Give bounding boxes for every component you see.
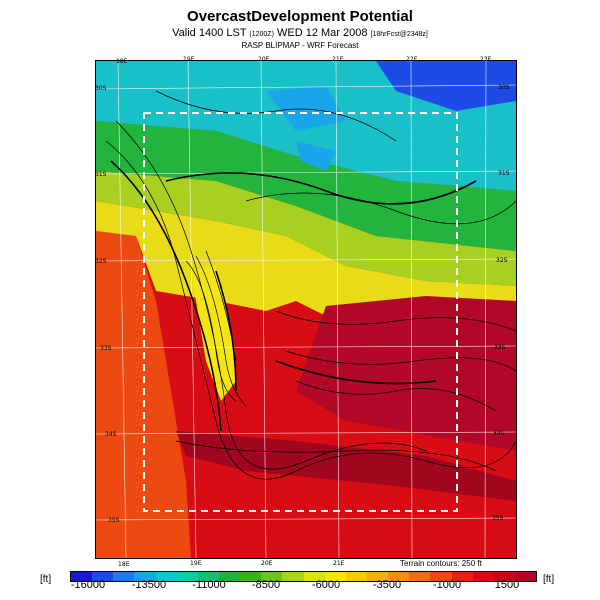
lat-label-left: 30S xyxy=(95,85,107,92)
colorbar-swatch xyxy=(113,572,135,581)
lon-label-top: 19E xyxy=(183,56,195,63)
colorbar-swatch xyxy=(514,572,537,581)
lon-label-top: 20E xyxy=(258,56,270,63)
colorbar-swatch xyxy=(388,572,410,581)
valid-date: WED 12 Mar 2008 xyxy=(276,27,368,39)
lat-label-left: 31S xyxy=(95,171,107,178)
terrain-contour-note: Terrain contours: 250 ft xyxy=(400,559,482,568)
colorbar-tick-label: -8500 xyxy=(251,579,281,591)
colorbar-swatch xyxy=(451,572,473,581)
valid-time: Valid 1400 LST xyxy=(172,27,247,39)
lat-label-left: 34S xyxy=(105,431,117,438)
lon-label-bottom: 19E xyxy=(190,560,202,567)
colorbar-swatch xyxy=(366,572,389,581)
colorbar-tick-label: 1500 xyxy=(494,579,520,591)
colorbar-swatch xyxy=(261,572,283,581)
forecast-map xyxy=(95,60,517,559)
lat-label-left: 33S xyxy=(100,345,112,352)
color-scale-bar xyxy=(70,571,537,582)
colorbar-tick-label: -3500 xyxy=(372,579,402,591)
map-subtitle: Valid 1400 LST (1200Z) WED 12 Mar 2008 [… xyxy=(0,27,600,39)
colorbar-tick-label: -6000 xyxy=(311,579,341,591)
lon-label-top: 22E xyxy=(406,56,418,63)
colorbar-tick-label: -11000 xyxy=(192,579,226,591)
map-title: OvercastDevelopment Potential xyxy=(187,8,413,25)
lon-label-bottom: 18E xyxy=(118,561,130,568)
colorbar-swatch xyxy=(282,572,304,581)
utc-time: (1200Z) xyxy=(249,31,274,38)
colorbar-swatch xyxy=(324,572,346,581)
colorbar-tick-label: -1000 xyxy=(432,579,462,591)
colorbar-swatch xyxy=(240,572,262,581)
lat-label-right: 31S xyxy=(498,170,510,177)
colorbar-swatch xyxy=(92,572,114,581)
lon-label-top: 18E xyxy=(116,58,128,65)
lat-label-left: 35S xyxy=(108,517,120,524)
lon-label-top: 21E xyxy=(332,56,344,63)
source-label: RASP BLIPMAP - WRF Forecast xyxy=(241,41,359,50)
colorbar-swatch xyxy=(409,572,431,581)
colorbar-swatch xyxy=(472,572,494,581)
lat-label-right: 32S xyxy=(496,257,508,264)
lat-label-right: 35S xyxy=(492,515,504,522)
colorbar-tick-label: -13500 xyxy=(131,579,167,591)
lat-label-left: 32S xyxy=(95,258,107,265)
lat-label-right: 33S xyxy=(494,344,506,351)
forecast-info: [18hrFcst@2348z] xyxy=(370,31,428,38)
unit-label-right: [ft] xyxy=(543,574,555,585)
colorbar-swatch xyxy=(155,572,177,581)
lat-label-right: 30S xyxy=(498,84,510,91)
unit-label-left: [ft] xyxy=(40,574,52,585)
colorbar-swatch xyxy=(430,572,452,581)
lon-label-bottom: 20E xyxy=(261,560,273,567)
colorbar-swatch xyxy=(134,572,156,581)
colorbar-swatch xyxy=(176,572,198,581)
colorbar-swatch xyxy=(345,572,367,581)
colorbar-swatch xyxy=(218,572,241,581)
colorbar-swatch xyxy=(197,572,219,581)
colorbar-swatch xyxy=(71,572,93,581)
colorbar-tick-label: -16000 xyxy=(70,579,106,591)
lon-label-bottom: 21E xyxy=(333,560,345,567)
colorbar-swatch xyxy=(493,572,515,581)
lon-label-top: 23E xyxy=(480,56,492,63)
colorbar-swatch xyxy=(303,572,325,581)
lat-label-right: 34S xyxy=(493,430,505,437)
